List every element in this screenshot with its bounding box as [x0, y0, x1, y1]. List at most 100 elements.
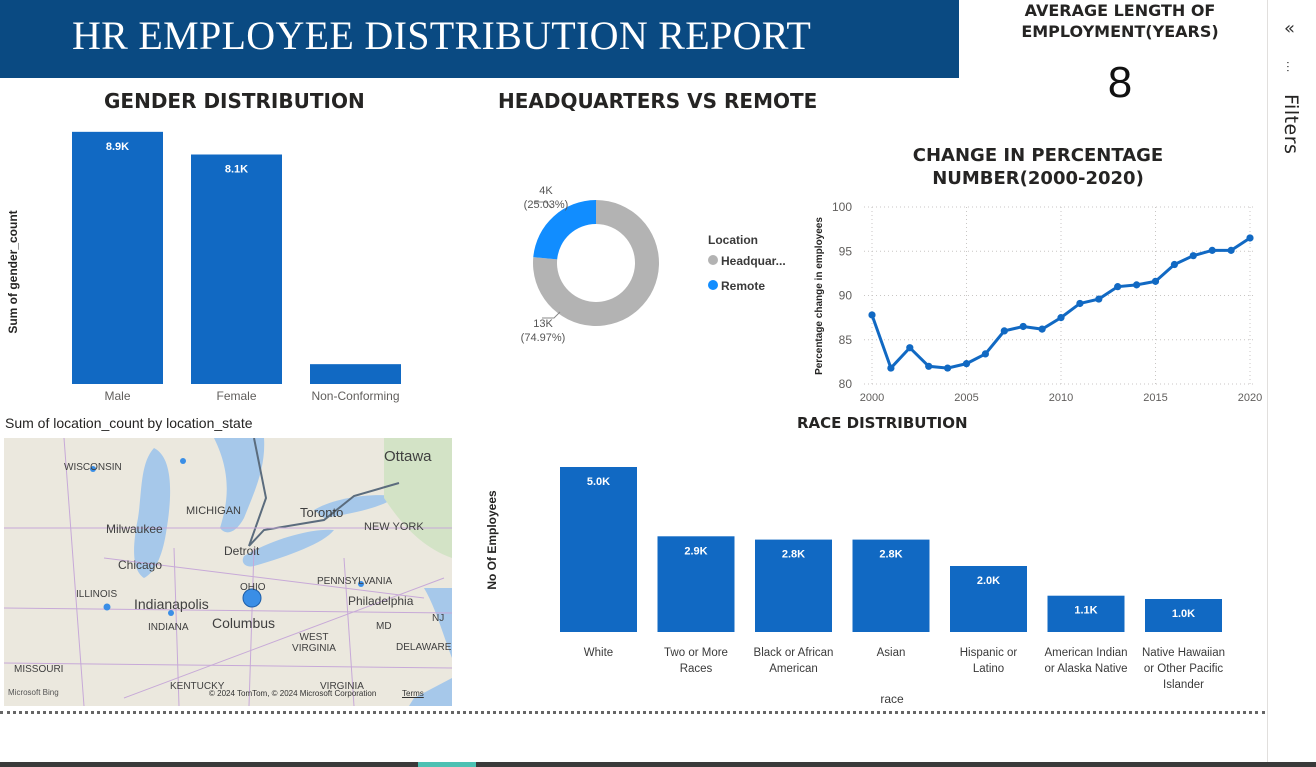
kpi-value: 8 [1107, 58, 1133, 107]
race-bar[interactable] [1047, 595, 1125, 632]
race-chart: 5.0K White 2.9K Two or More Races 2.8K Black o… [485, 467, 1225, 706]
map-bubbles[interactable] [90, 458, 364, 616]
gender-bar[interactable] [191, 154, 282, 385]
trend-point[interactable] [1057, 314, 1065, 322]
trend-point[interactable] [1095, 295, 1103, 303]
trend-point[interactable] [1170, 260, 1178, 269]
legend-marker-headquarters [708, 255, 718, 265]
active-page-tab[interactable] [418, 762, 476, 767]
trend-point[interactable] [1133, 281, 1141, 289]
trend-point[interactable] [944, 364, 952, 372]
trend-point[interactable] [887, 364, 895, 372]
trend-point[interactable] [868, 311, 876, 319]
trend-point[interactable] [1000, 327, 1008, 335]
race-category-label: Islander [1163, 679, 1204, 691]
trend-line-chart: 80 85 90 95 100 2000 2005 2010 2015 2020 Percenta… [814, 200, 1262, 404]
filters-pane-label[interactable]: Filters [1280, 94, 1302, 155]
trend-ytick-label: 100 [832, 200, 852, 214]
race-bar[interactable] [852, 539, 930, 632]
gender-category-label: Male [104, 389, 130, 403]
trend-point[interactable] [906, 344, 914, 352]
gender-chart-title: GENDER DISTRIBUTION [104, 89, 365, 113]
map-terms-link[interactable]: Terms [402, 689, 424, 698]
race-category-label: Native Hawaiian [1142, 647, 1225, 659]
race-category-label: Races [680, 663, 713, 675]
map-bing-logo: Microsoft Bing [8, 688, 59, 697]
map-label-new-york: NEW YORK [364, 521, 424, 533]
gender-bar[interactable] [310, 364, 401, 384]
trend-point[interactable] [962, 360, 971, 368]
gender-bar[interactable] [72, 131, 163, 384]
race-category-label: White [584, 647, 613, 659]
trend-point[interactable] [1076, 299, 1084, 308]
bottom-dotted-divider [0, 711, 1265, 714]
trend-point[interactable] [1208, 246, 1216, 254]
location-map[interactable]: WISCONSIN MICHIGAN Milwaukee Chicago Det… [4, 438, 452, 706]
map-roads [4, 438, 452, 706]
map-label-indianapolis: Indianapolis [134, 596, 209, 612]
collapse-chevrons-icon[interactable]: « [1284, 18, 1296, 39]
border-line [248, 438, 400, 547]
map-label-illinois: ILLINOIS [76, 589, 118, 600]
hq-slice-label: 13K [533, 318, 553, 330]
map-bubble-ohio[interactable] [242, 588, 262, 608]
map-label-ottawa: Ottawa [384, 448, 432, 465]
trend-point[interactable] [1227, 246, 1235, 254]
donut-slice-remote[interactable] [533, 200, 596, 260]
race-bar[interactable] [755, 539, 832, 632]
race-bar-label: 1.1K [1074, 605, 1097, 617]
remote-leader-line [534, 201, 553, 209]
map-bubble[interactable] [103, 603, 111, 611]
map-label-chicago: Chicago [118, 558, 163, 572]
kpi-label: AVERAGE LENGTH OF EMPLOYMENT(YEARS) [1000, 0, 1240, 42]
map-basemap [4, 438, 452, 706]
trend-xtick-label: 2005 [954, 392, 978, 404]
race-category-label: Two or More [664, 647, 728, 659]
map-label-pennsylvania: PENNSYLVANIA [317, 576, 393, 587]
race-chart-ylabel: No Of Employees [485, 490, 499, 590]
trend-point[interactable] [1189, 252, 1197, 260]
kpi-label-line1: AVERAGE LENGTH OF [1024, 1, 1216, 20]
gender-category-label: Female [216, 389, 256, 403]
filters-pane[interactable] [1267, 0, 1316, 767]
map-label-md: MD [376, 621, 392, 632]
trend-point[interactable] [925, 362, 933, 370]
race-bar-label: 2.0K [977, 575, 1000, 587]
trend-point[interactable] [1114, 283, 1122, 291]
race-bar[interactable] [950, 566, 1027, 632]
trend-title-line1: CHANGE IN PERCENTAGE [912, 145, 1164, 166]
legend-label-remote[interactable]: Remote [721, 279, 765, 293]
map-label-nj: NJ [432, 613, 445, 624]
legend-label-headquarters[interactable]: Headquar... [721, 254, 786, 268]
race-category-label: Hispanic or [960, 647, 1018, 659]
trend-point[interactable] [1019, 322, 1027, 331]
race-bar[interactable] [657, 536, 735, 632]
map-label-west-virginia: WEST VIRGINIA [292, 632, 336, 654]
map-bubble[interactable] [168, 610, 174, 616]
gender-chart: 8.9K Male 8.1K Female Non-Conforming Sum of … [6, 131, 401, 403]
race-category-label: American [769, 663, 818, 675]
donut-slice-headquarters[interactable] [533, 200, 659, 326]
gender-bar-label: 8.1K [225, 164, 248, 176]
kpi-label-line2: EMPLOYMENT(YEARS) [1021, 22, 1219, 41]
map-label-missouri: MISSOURI [14, 664, 64, 675]
race-chart-xlabel: race [880, 692, 904, 706]
atlantic-ocean [409, 588, 452, 706]
trend-point[interactable] [1038, 325, 1046, 333]
race-category-label: Black or African [754, 647, 834, 659]
trend-point[interactable] [1151, 277, 1160, 285]
map-bubble[interactable] [358, 581, 364, 587]
filter-bars-icon[interactable]: ⫶ [1286, 60, 1290, 76]
trend-point[interactable] [1246, 234, 1254, 242]
page-tab-strip[interactable] [0, 762, 1316, 767]
race-bar[interactable] [1145, 599, 1222, 632]
trend-point[interactable] [981, 350, 989, 358]
map-bubble[interactable] [90, 466, 96, 472]
trend-xtick-label: 2010 [1049, 392, 1073, 404]
remote-slice-label: (25.03%) [524, 199, 569, 211]
trend-xtick-label: 2020 [1238, 392, 1262, 404]
hq-chart-title: HEADQUARTERS VS REMOTE [498, 89, 818, 113]
map-bubble[interactable] [180, 458, 186, 464]
race-bar[interactable] [560, 467, 637, 632]
report-title-banner: HR EMPLOYEE DISTRIBUTION REPORT [0, 0, 959, 78]
